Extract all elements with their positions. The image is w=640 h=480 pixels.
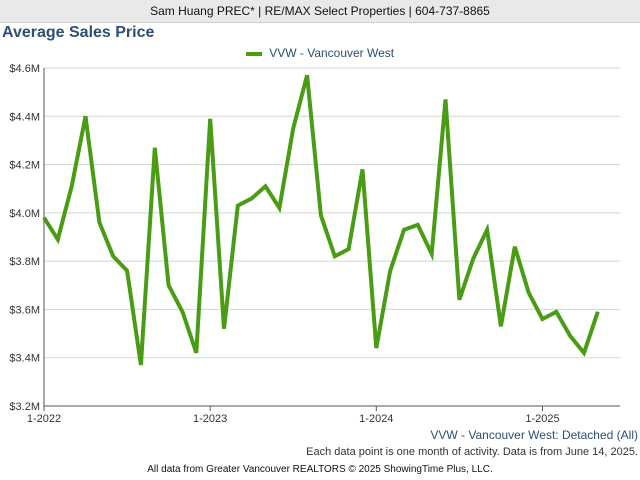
series-group bbox=[42, 74, 600, 366]
chart-title: Average Sales Price bbox=[2, 24, 155, 41]
y-tick-label: $3.2M bbox=[9, 401, 40, 413]
x-tick-label: 1-2023 bbox=[193, 413, 227, 425]
grid-lines bbox=[43, 67, 620, 407]
y-tick-label: $3.8M bbox=[9, 256, 40, 268]
legend-swatch bbox=[245, 51, 262, 56]
data-note: Each data point is one month of activity… bbox=[306, 446, 638, 458]
y-tick-label: $3.6M bbox=[9, 304, 40, 316]
agent-header-bar: Sam Huang PREC* | RE/MAX Select Properti… bbox=[0, 0, 640, 23]
footer-credit: All data from Greater Vancouver REALTORS… bbox=[147, 464, 493, 475]
y-tick-label: $4.0M bbox=[9, 208, 40, 220]
y-tick-label: $3.4M bbox=[9, 353, 40, 365]
x-tick-label: 1-2022 bbox=[27, 413, 61, 425]
y-tick-label: $4.2M bbox=[9, 160, 40, 172]
chart-legend[interactable]: VVW - Vancouver West bbox=[0, 46, 640, 60]
x-tick-label: 1-2025 bbox=[525, 413, 559, 425]
y-tick-label: $4.6M bbox=[9, 63, 40, 75]
series-description: VVW - Vancouver West: Detached (All) bbox=[430, 428, 638, 442]
x-tick-label: 1-2024 bbox=[359, 413, 393, 425]
y-tick-label: $4.4M bbox=[9, 111, 40, 123]
series-line bbox=[42, 74, 600, 366]
legend-label: VVW - Vancouver West bbox=[269, 46, 395, 60]
agent-info-text: Sam Huang PREC* | RE/MAX Select Properti… bbox=[150, 4, 490, 18]
x-axis-ticks: 1-2022 1-2023 1-2024 1-2025 bbox=[27, 406, 560, 425]
y-axis-ticks: $3.2M $3.4M $3.6M $3.8M $4.0M $4.2M $4.4M $4.6M bbox=[9, 63, 40, 413]
